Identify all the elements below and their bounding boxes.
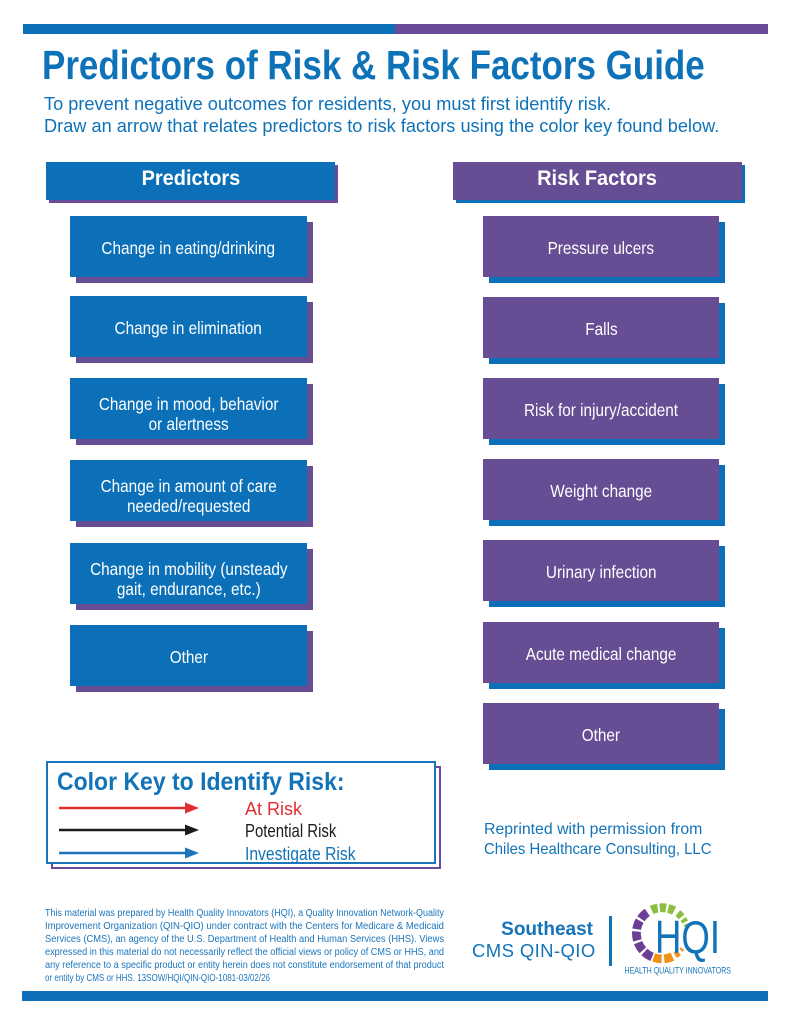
svg-text:HQI: HQI bbox=[655, 911, 720, 963]
svg-text:HEALTH QUALITY INNOVATORS: HEALTH QUALITY INNOVATORS bbox=[625, 966, 732, 976]
